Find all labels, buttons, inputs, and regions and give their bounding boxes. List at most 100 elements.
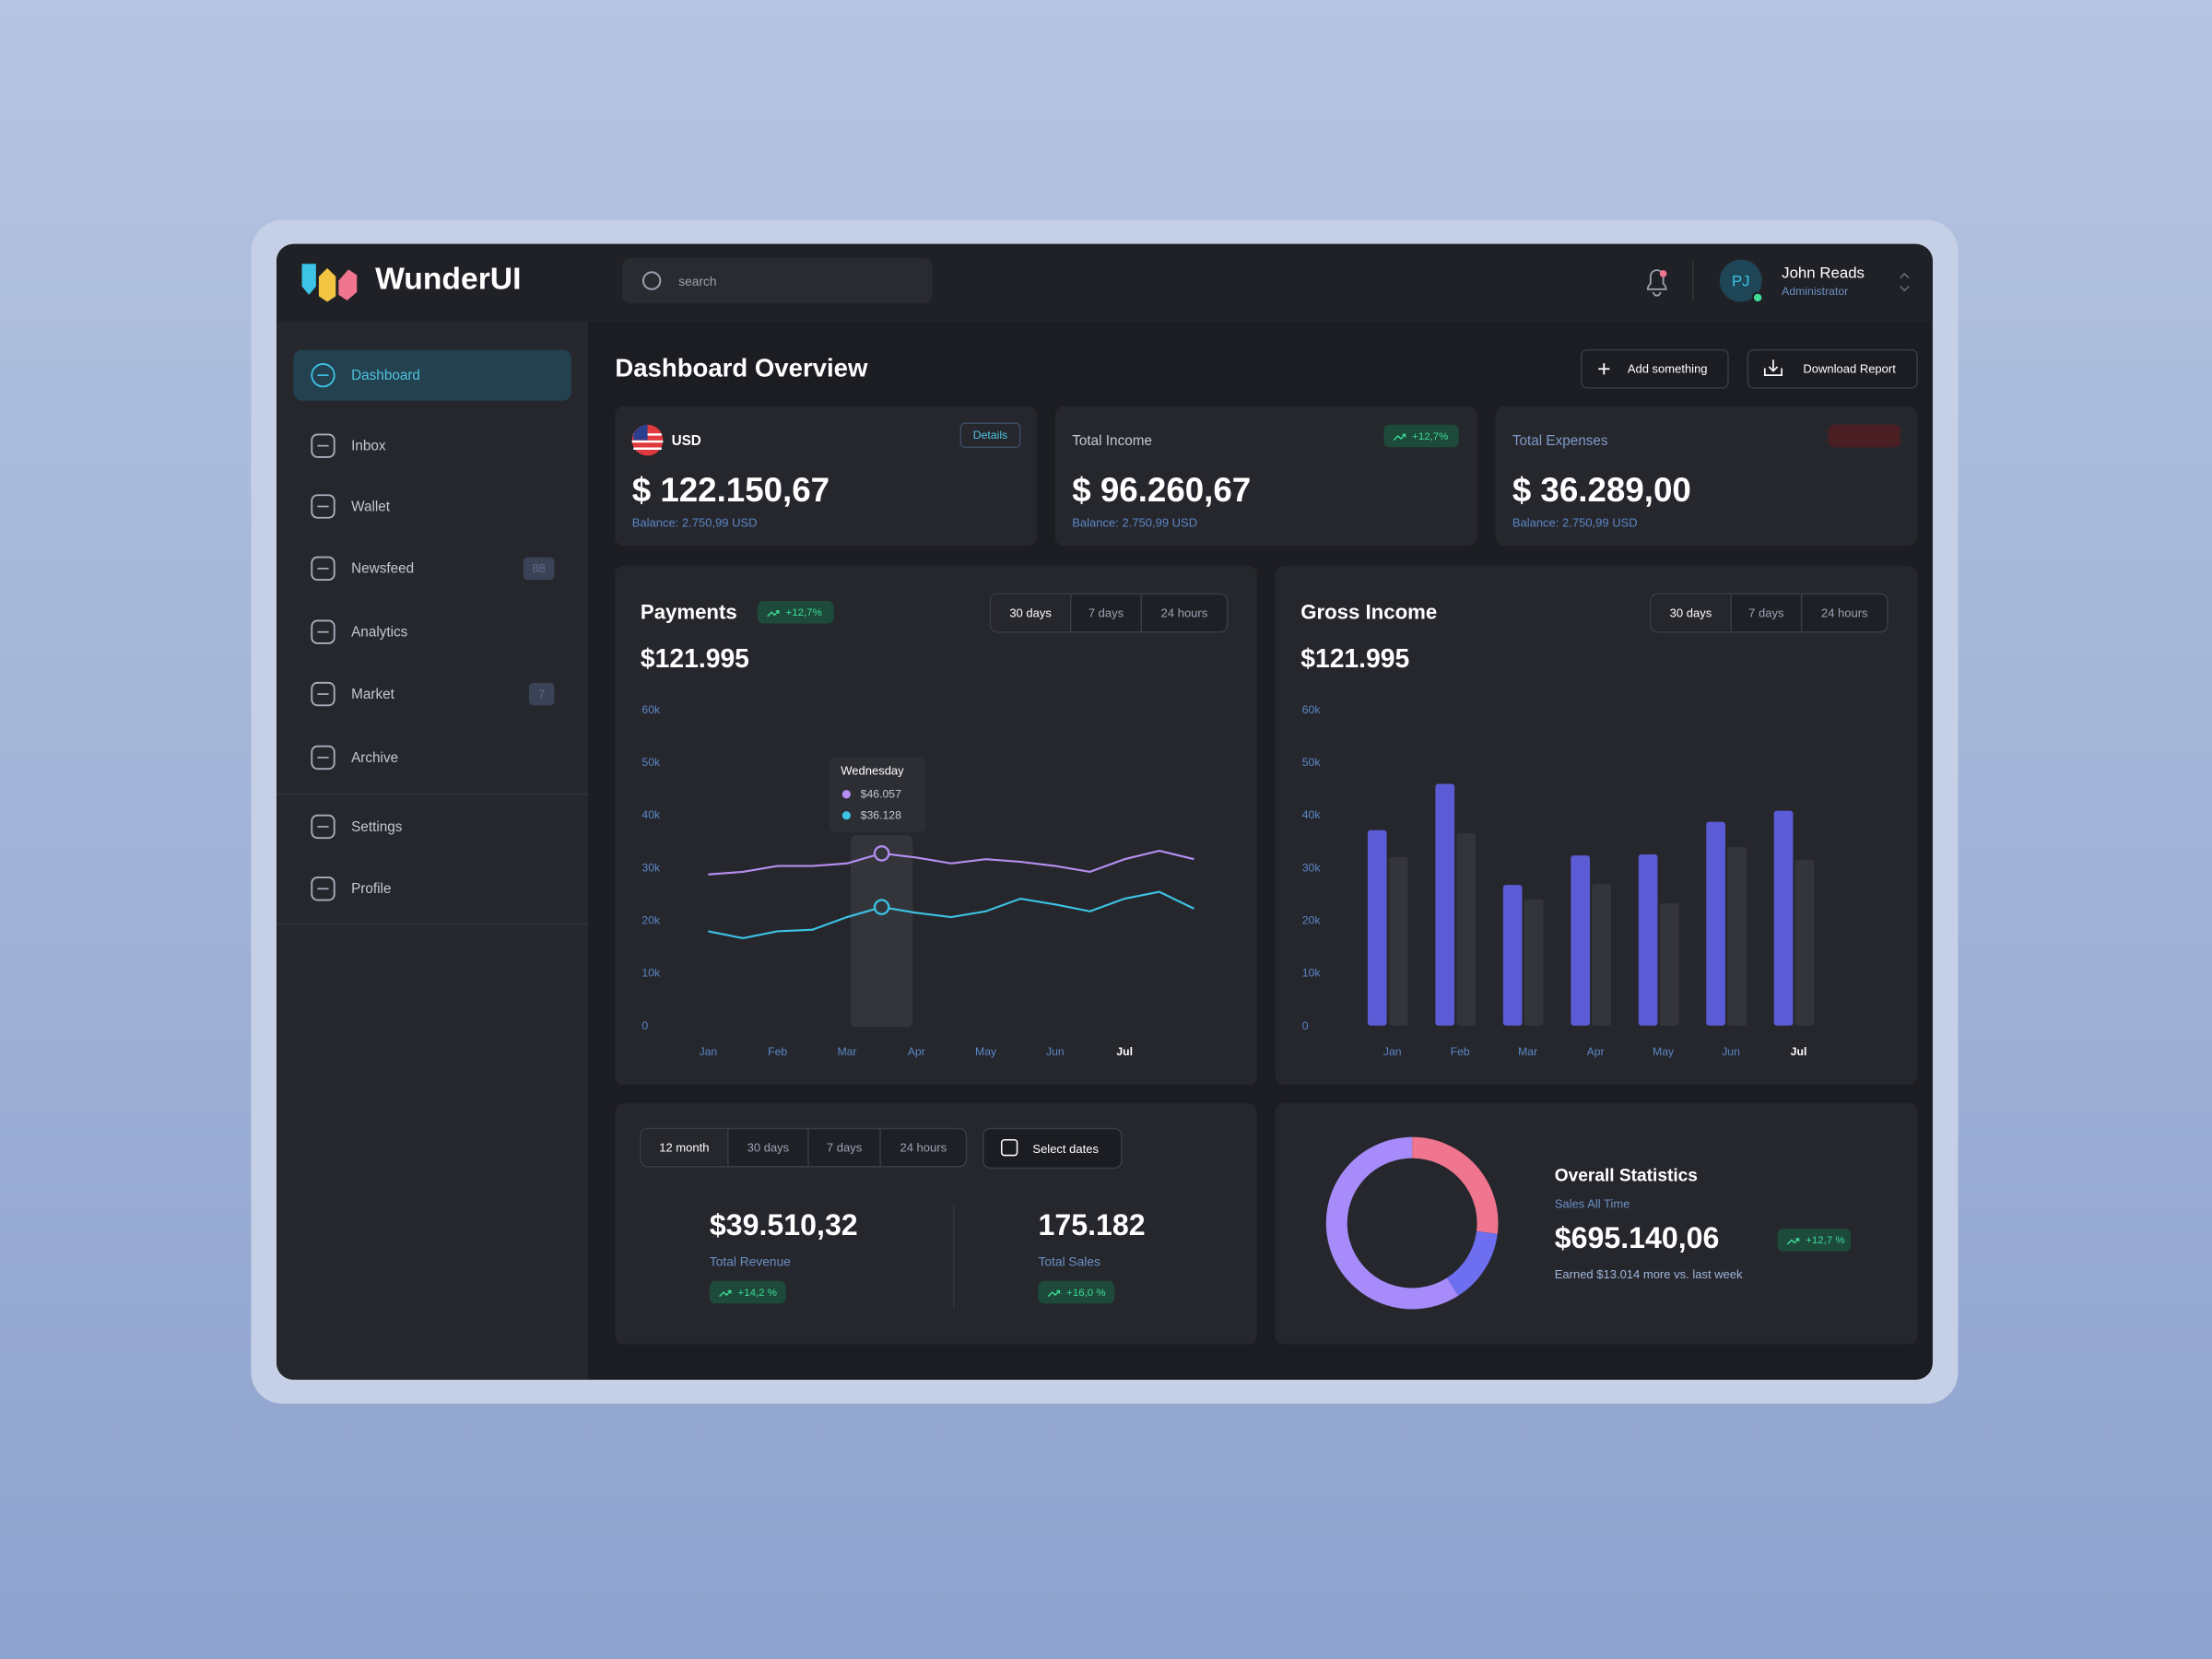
logo-text: WunderUI xyxy=(375,262,521,296)
panel xyxy=(615,565,1257,1086)
stat-label: Total Revenue xyxy=(710,1255,791,1269)
search-box[interactable] xyxy=(622,258,933,304)
panel xyxy=(1495,406,1918,547)
nav-icon xyxy=(311,362,335,388)
badge-text: +16,0 % xyxy=(1066,1288,1105,1299)
y-tick-label: 60k xyxy=(1302,703,1322,716)
search-icon xyxy=(641,271,662,290)
card-amount: $ 122.150,67 xyxy=(632,471,830,509)
bar xyxy=(1435,783,1455,1026)
nav-label: Settings xyxy=(351,819,403,835)
segment-active xyxy=(641,1130,728,1166)
card-label: Total Income xyxy=(1072,433,1152,449)
nav-icon xyxy=(311,494,335,519)
bar xyxy=(1592,884,1611,1026)
segment-label: 24 hours xyxy=(1821,606,1868,619)
panel-subtitle: Sales All Time xyxy=(1555,1197,1630,1211)
flag-canton xyxy=(633,424,648,441)
y-tick-label: 10k xyxy=(1302,967,1322,980)
nav-label: Archive xyxy=(351,750,398,766)
nav-active xyxy=(293,349,571,401)
stat-label: Total Sales xyxy=(1039,1255,1100,1269)
nav-icon xyxy=(311,681,335,707)
bar xyxy=(1571,855,1590,1026)
badge-text: +14,2 % xyxy=(738,1288,777,1299)
tooltip-title: Wednesday xyxy=(841,764,904,778)
nav-badge xyxy=(523,557,555,581)
bell-icon[interactable] xyxy=(1646,269,1667,297)
donut-segment xyxy=(1446,1230,1498,1296)
dropdown-chevron[interactable] xyxy=(1900,272,1910,292)
card-balance: Balance: 2.750,99 USD xyxy=(1512,515,1638,529)
badge xyxy=(1828,424,1900,448)
panel-value: $121.995 xyxy=(1300,643,1409,673)
segment-label: 30 days xyxy=(1009,606,1052,619)
status-dot xyxy=(1751,291,1764,304)
bar xyxy=(1727,847,1747,1026)
sidebar xyxy=(276,321,589,1380)
segment-active xyxy=(992,594,1071,631)
nav-label: Dashboard xyxy=(351,368,420,383)
panel xyxy=(1054,406,1477,547)
bar xyxy=(1659,903,1679,1026)
logo-mark xyxy=(338,269,358,301)
nav-icon xyxy=(311,619,335,644)
badge-text: +12,7% xyxy=(786,607,822,618)
logo-mark xyxy=(301,264,316,295)
button-label: Select dates xyxy=(1032,1142,1099,1156)
logo-mark xyxy=(318,267,336,302)
panel-title: Gross Income xyxy=(1300,601,1437,624)
card-label: Total Expenses xyxy=(1512,433,1608,449)
panel-note: Earned $13.014 more vs. last week xyxy=(1555,1267,1743,1281)
x-tick-label: Feb xyxy=(768,1045,787,1058)
button[interactable] xyxy=(982,1127,1123,1170)
stat-value: 175.182 xyxy=(1039,1208,1146,1241)
x-tick-label: Mar xyxy=(1518,1045,1537,1058)
avatar[interactable] xyxy=(1719,259,1762,302)
stat-value: $39.510,32 xyxy=(710,1208,858,1241)
y-tick-label: 50k xyxy=(641,756,661,769)
bar xyxy=(1388,856,1408,1026)
segment-label: 7 days xyxy=(827,1140,863,1154)
hover-point xyxy=(873,845,890,862)
plus-icon xyxy=(1598,363,1610,375)
download-icon xyxy=(1763,359,1783,376)
user-role: Administrator xyxy=(1782,285,1848,298)
button[interactable] xyxy=(1747,348,1918,389)
tooltip-value: $36.128 xyxy=(861,809,901,822)
y-tick-label: 30k xyxy=(641,861,661,874)
tooltip-value: $46.057 xyxy=(861,788,901,801)
panel-value: $695.140,06 xyxy=(1555,1221,1720,1254)
y-tick-label: 10k xyxy=(641,967,661,980)
button[interactable] xyxy=(1581,348,1729,389)
hover-point xyxy=(873,899,890,915)
badge xyxy=(1777,1229,1852,1252)
card-balance: Balance: 2.750,99 USD xyxy=(632,515,758,529)
trend-icon xyxy=(1786,1238,1800,1245)
nav-badge-text: 7 xyxy=(538,687,545,700)
page-title: Dashboard Overview xyxy=(615,353,868,382)
x-tick-label: May xyxy=(1653,1045,1675,1058)
badge xyxy=(1383,424,1459,448)
segment-label: 30 days xyxy=(747,1140,790,1154)
bar xyxy=(1524,899,1544,1026)
trend-icon xyxy=(719,1289,732,1298)
user-name: John Reads xyxy=(1782,264,1865,281)
y-tick-label: 20k xyxy=(1302,913,1322,926)
bar xyxy=(1638,854,1658,1026)
nav-icon xyxy=(311,814,335,840)
content: Dashboard Inbox Wallet Newsfeed 88 Analytics M… xyxy=(293,348,1918,1345)
panel-value: $121.995 xyxy=(641,643,749,673)
donut-segment xyxy=(1325,1136,1459,1310)
bar xyxy=(1367,830,1387,1026)
nav-label: Wallet xyxy=(351,499,391,514)
segment-label: 7 days xyxy=(1088,606,1124,619)
nav-badge xyxy=(528,682,555,706)
y-tick-label: 40k xyxy=(641,808,661,821)
line-series xyxy=(708,890,1194,939)
nav-label: Market xyxy=(351,687,394,702)
segment-label: 24 hours xyxy=(1161,606,1208,619)
button-label: Add something xyxy=(1628,361,1708,375)
details-button[interactable] xyxy=(959,422,1021,448)
